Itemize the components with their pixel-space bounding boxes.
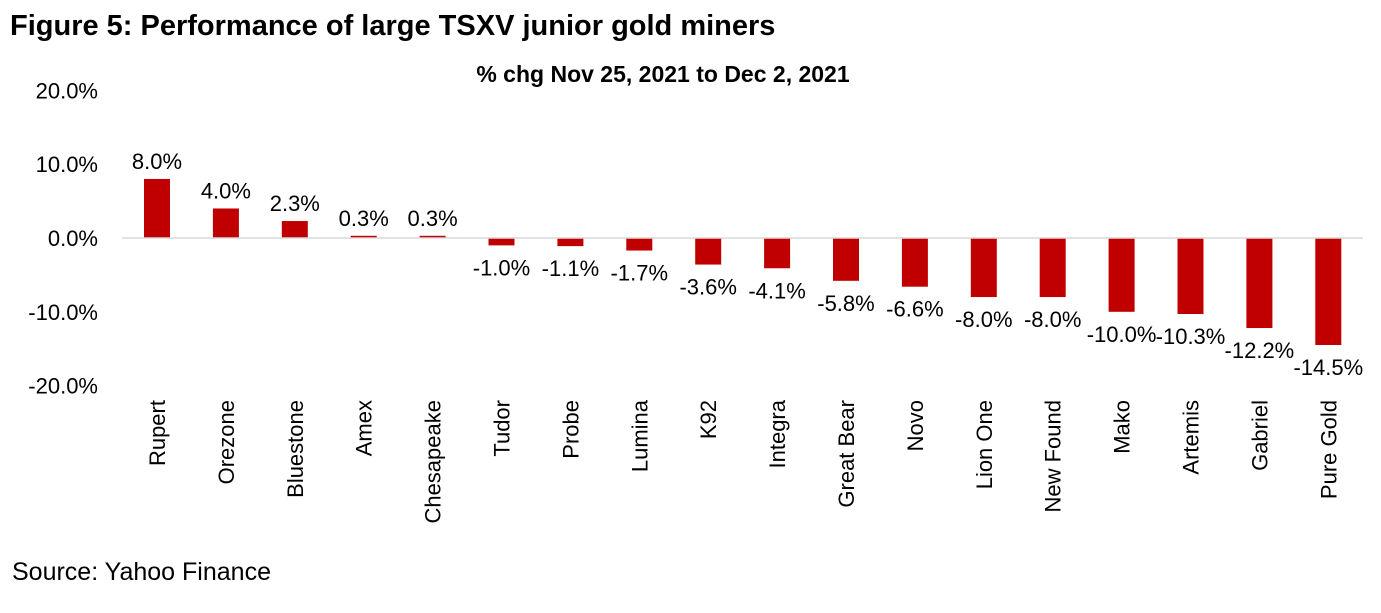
bar-pure-gold: [1315, 238, 1342, 346]
source-note: Source: Yahoo Finance: [12, 558, 271, 586]
data-label: -10.0%: [1087, 322, 1157, 347]
x-axis: Rupert Orezone Bluestone Amex Chesapeake Tudo…: [145, 399, 1341, 523]
data-label: -6.6%: [886, 297, 943, 322]
chart-title: % chg Nov 25, 2021 to Dec 2, 2021: [476, 61, 850, 87]
data-label: -1.1%: [542, 256, 599, 281]
x-tick-label: Great Bear: [834, 400, 859, 508]
x-tick-label: Lumina: [627, 399, 652, 472]
x-tick-label: Tudor: [490, 400, 515, 457]
x-tick-label: Amex: [352, 400, 377, 456]
x-tick-label: Orezone: [214, 400, 239, 484]
x-tick-label: Gabriel: [1247, 400, 1272, 471]
bar-gabriel: [1246, 238, 1273, 329]
data-label: -10.3%: [1156, 324, 1226, 349]
data-label: -1.7%: [611, 261, 668, 286]
y-tick-label: -20.0%: [28, 374, 98, 399]
data-labels: 8.0% 4.0% 2.3% 0.3% 0.3% -1.0% -1.1% -1.7% -3.6%…: [132, 149, 1363, 380]
x-tick-label: Rupert: [145, 400, 170, 466]
x-tick-label: New Found: [1041, 400, 1066, 513]
data-label: -14.5%: [1293, 355, 1363, 380]
bar-bluestone: [281, 221, 308, 238]
data-label: -8.0%: [955, 307, 1012, 332]
y-tick-label: 10.0%: [36, 152, 98, 177]
x-tick-label: Integra: [765, 399, 790, 468]
data-label: 2.3%: [270, 191, 320, 216]
bar-lion-one: [970, 238, 997, 298]
y-tick-label: 0.0%: [48, 226, 98, 251]
data-label: -1.0%: [473, 255, 530, 280]
y-axis: 20.0% 10.0% 0.0% -10.0% -20.0%: [28, 78, 98, 398]
data-label: -8.0%: [1024, 307, 1081, 332]
data-label: -3.6%: [679, 275, 736, 300]
bar-amex: [350, 235, 377, 238]
x-tick-label: Artemis: [1179, 400, 1204, 475]
figure-title: Figure 5: Performance of large TSXV juni…: [10, 10, 776, 42]
data-label: 4.0%: [201, 178, 251, 203]
x-tick-label: Bluestone: [283, 400, 308, 498]
x-tick-label: Novo: [903, 400, 928, 451]
bar-integra: [764, 238, 791, 269]
x-tick-label: Lion One: [972, 400, 997, 489]
bar-mako: [1108, 238, 1135, 312]
bar-tudor: [488, 238, 515, 246]
bar-probe: [557, 238, 584, 247]
x-tick-label: Probe: [558, 400, 583, 459]
data-label: 0.3%: [408, 206, 458, 231]
bar-artemis: [1177, 238, 1204, 315]
x-tick-label: Mako: [1110, 400, 1135, 454]
data-label: -12.2%: [1225, 338, 1295, 363]
bar-orezone: [212, 208, 239, 238]
x-tick-label: K92: [696, 400, 721, 439]
bar-great-bear: [833, 238, 859, 281]
bars: [144, 178, 1342, 346]
y-tick-label: 20.0%: [36, 78, 98, 103]
x-tick-label: Chesapeake: [421, 400, 446, 524]
bar-k92: [695, 238, 722, 265]
bar-lumina: [626, 238, 653, 251]
bar-rupert: [144, 178, 170, 238]
bar-chesapeake: [419, 235, 446, 238]
x-tick-label: Pure Gold: [1316, 400, 1341, 499]
bar-novo: [901, 238, 928, 287]
data-label: -4.1%: [748, 278, 805, 303]
data-label: -5.8%: [817, 291, 874, 316]
y-tick-label: -10.0%: [28, 300, 98, 325]
data-label: 0.3%: [339, 206, 389, 231]
bar-new-found: [1039, 238, 1066, 298]
data-label: 8.0%: [132, 149, 182, 174]
